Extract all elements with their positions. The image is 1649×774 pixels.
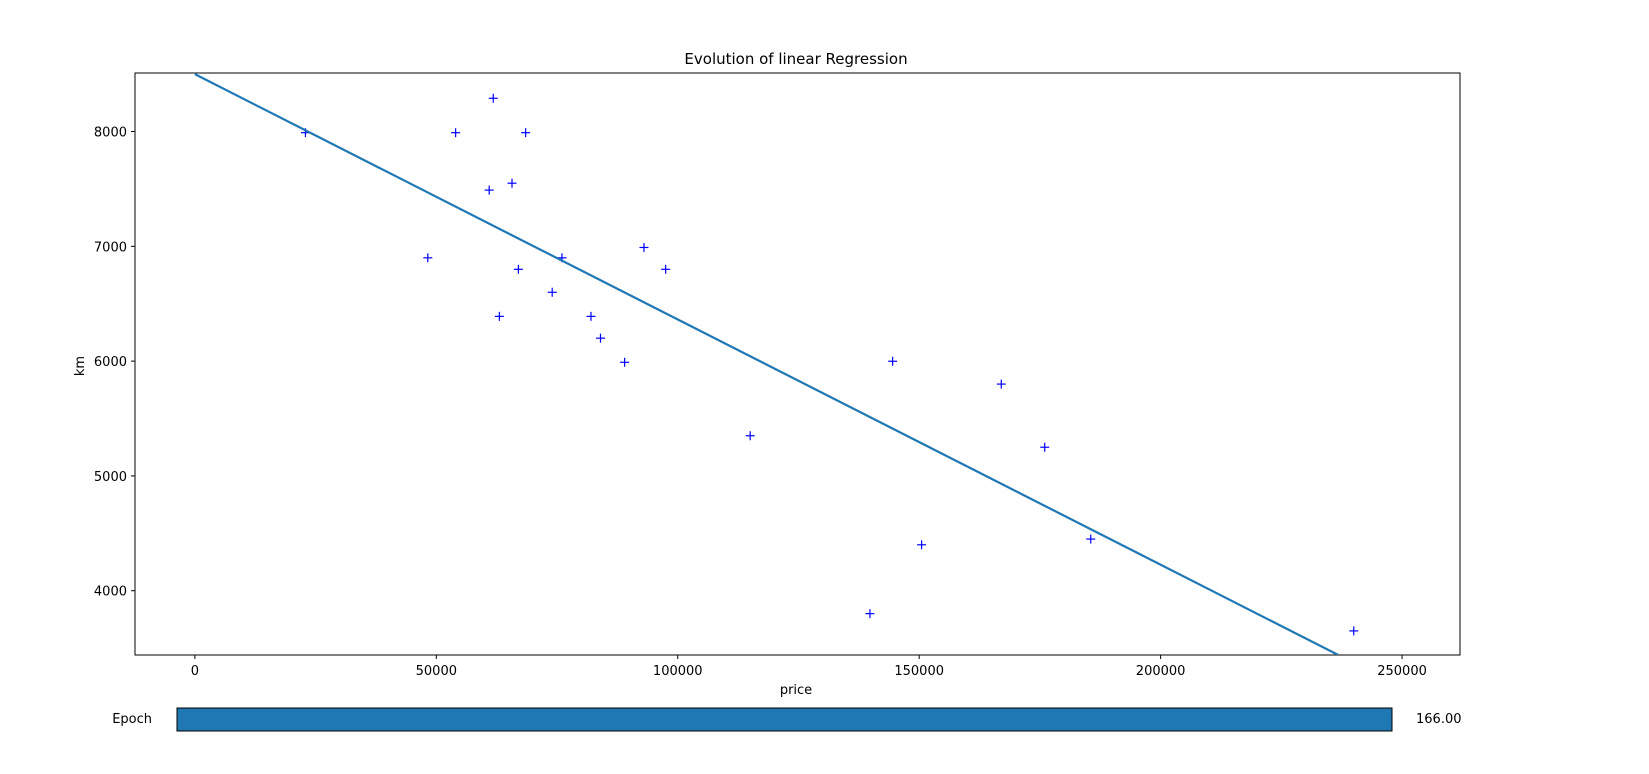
x-axis-ticks: 0 50000 100000 150000 200000 250000 [191, 655, 1427, 679]
slider-fill[interactable] [177, 708, 1392, 731]
x-axis-label: price [780, 683, 812, 698]
series-layer [194, 73, 1359, 655]
data-point [865, 609, 875, 619]
epoch-slider[interactable]: Epoch 166.00 [112, 707, 1462, 732]
data-point [1349, 626, 1359, 636]
x-tick-label: 250000 [1377, 664, 1427, 679]
data-point [1040, 442, 1050, 452]
y-tick-label: 5000 [94, 470, 127, 485]
plot-area: 0 50000 100000 150000 200000 250000 4000 5000 6… [94, 72, 1461, 679]
x-tick-label: 200000 [1136, 664, 1186, 679]
x-tick-label: 150000 [894, 664, 944, 679]
data-point [745, 431, 755, 441]
data-point [661, 264, 671, 274]
data-point [595, 333, 605, 343]
x-tick-label: 50000 [416, 664, 457, 679]
data-point [1086, 534, 1096, 544]
x-tick-label: 100000 [653, 664, 703, 679]
plot-frame [134, 72, 1461, 656]
data-point [507, 178, 517, 188]
y-axis-label: km [73, 356, 88, 376]
slider-label: Epoch [112, 712, 152, 727]
data-point [996, 379, 1006, 389]
y-tick-label: 4000 [94, 585, 127, 600]
x-tick-label: 0 [191, 664, 199, 679]
chart-title: Evolution of linear Regression [684, 50, 907, 68]
data-point [423, 253, 433, 263]
data-point [620, 357, 630, 367]
data-point [451, 128, 461, 138]
data-point [521, 128, 531, 138]
y-axis-ticks: 4000 5000 6000 7000 8000 [94, 126, 135, 600]
data-point [586, 311, 596, 321]
y-tick-label: 6000 [94, 355, 127, 370]
slider-value: 166.00 [1416, 712, 1462, 727]
y-tick-label: 8000 [94, 126, 127, 141]
data-point [639, 242, 649, 252]
data-point [547, 287, 557, 297]
data-point [888, 356, 898, 366]
data-point [513, 264, 523, 274]
regression-line [194, 73, 1339, 655]
y-tick-label: 7000 [94, 240, 127, 255]
data-point [494, 311, 504, 321]
slider-border [176, 707, 1393, 732]
data-point [917, 540, 927, 550]
data-point [488, 93, 498, 103]
data-point [484, 185, 494, 195]
